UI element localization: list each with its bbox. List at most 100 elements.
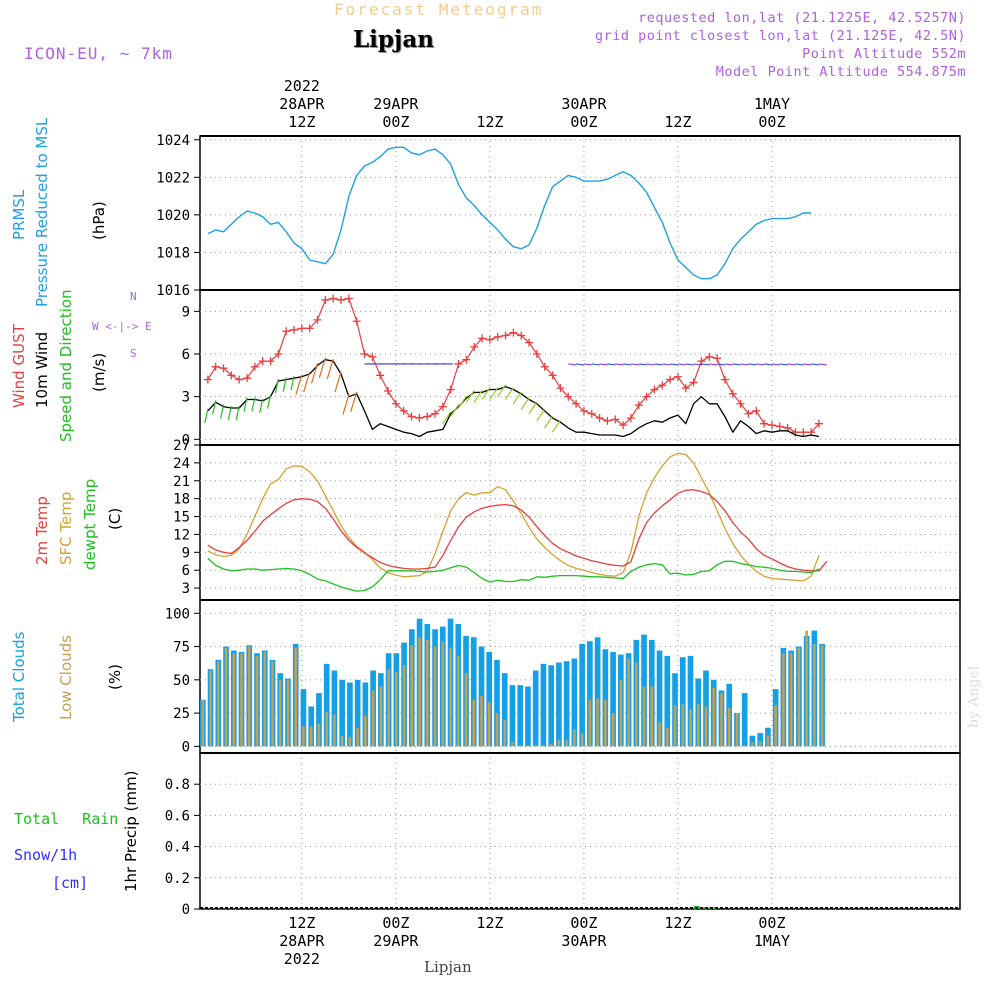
- low-cloud-bar: [534, 745, 537, 747]
- wind-direction-arrow: [219, 404, 225, 419]
- total-cloud-bar: [486, 651, 493, 747]
- low-cloud-bar: [573, 729, 576, 747]
- bottom-time-label: 00Z: [758, 914, 785, 932]
- low-cloud-bar: [379, 686, 383, 747]
- low-cloud-bar: [402, 665, 406, 747]
- wind-direction-arrow: [630, 363, 640, 366]
- low-cloud-bar: [549, 743, 553, 747]
- gust-marker: [548, 371, 557, 380]
- gust-marker: [407, 412, 416, 421]
- low-cloud-bar: [774, 705, 777, 747]
- low-cloud-bar: [217, 661, 220, 747]
- low-cloud-bar: [449, 647, 452, 747]
- wind-direction-arrow: [662, 363, 671, 366]
- low-cloud-bar: [294, 647, 297, 747]
- top-time-label: 12Z: [476, 113, 503, 131]
- wind-direction-arrow: [795, 363, 804, 366]
- location-title: Lipjan: [353, 26, 434, 53]
- bottom-time-label: 2022: [284, 950, 320, 968]
- bottom-time-label: 00Z: [382, 914, 409, 932]
- wind-direction-arrow: [310, 363, 319, 384]
- wind-direction-arrow: [520, 397, 530, 410]
- gust-marker: [705, 352, 714, 361]
- gust-marker: [650, 385, 659, 394]
- gust-marker: [329, 294, 338, 303]
- wind-direction-arrow: [709, 363, 718, 366]
- low-cloud-bar: [224, 647, 228, 747]
- gust-marker: [274, 349, 283, 358]
- gust-marker: [227, 371, 236, 380]
- panel-frame-pressure: [199, 135, 961, 291]
- total-cloud-bar: [563, 661, 570, 747]
- wind-direction-arrow: [646, 363, 655, 366]
- y-tick-label: 24: [173, 456, 190, 472]
- model-label: ICON-EU, ~ 7km: [24, 44, 173, 63]
- low-cloud-bar: [596, 698, 599, 747]
- wind-direction-arrow: [290, 376, 295, 391]
- low-cloud-bar: [309, 726, 313, 747]
- total-cloud-bar: [316, 693, 322, 747]
- wind-direction-arrow: [724, 363, 734, 366]
- wind-direction-arrow: [756, 363, 765, 366]
- gust-marker: [666, 375, 675, 384]
- top-time-label: 00Z: [758, 113, 785, 131]
- model-altitude: Model Point Altitude 554.875m: [715, 64, 966, 80]
- gust-marker: [799, 428, 808, 437]
- total-cloud-bar: [509, 685, 516, 747]
- low-cloud-bar: [503, 719, 506, 747]
- low-cloud-bar: [681, 703, 685, 747]
- wind-direction-arrow: [771, 363, 781, 366]
- low-cloud-bar: [712, 687, 715, 747]
- y-tick-label: 1022: [156, 170, 190, 186]
- low-cloud-bar: [666, 727, 669, 747]
- gust-marker: [415, 413, 424, 422]
- gust-marker: [540, 362, 549, 371]
- total-cloud-bar: [602, 649, 609, 747]
- total-cloud-bar: [517, 685, 524, 747]
- low-cloud-bar: [410, 645, 414, 747]
- wind-direction-arrow: [512, 391, 522, 405]
- wind-direction-arrow: [334, 371, 342, 393]
- gust-marker: [282, 327, 291, 336]
- low-cloud-bar: [441, 641, 445, 747]
- wind-direction-arrow: [576, 363, 585, 366]
- low-cloud-bar: [604, 699, 607, 747]
- wind-direction-arrow: [465, 390, 475, 403]
- y-tick-label: 75: [173, 640, 190, 656]
- total-cloud-bar: [501, 673, 508, 747]
- total-cloud-bar: [757, 733, 763, 747]
- total-cloud-bar: [594, 637, 601, 747]
- gust-marker: [391, 399, 400, 408]
- gust-marker: [250, 362, 259, 371]
- wind-direction-arrow: [504, 387, 514, 400]
- y-tick-label: 27: [173, 438, 190, 454]
- gust-marker: [681, 384, 690, 393]
- low-cloud-bar: [248, 646, 251, 747]
- gust-marker: [564, 392, 573, 401]
- gust-marker: [587, 409, 596, 418]
- panel-frame-wind: [199, 289, 961, 446]
- low-cloud-bar: [418, 637, 421, 747]
- wind-direction-arrow: [544, 415, 554, 429]
- wind-direction-arrow: [450, 404, 460, 417]
- y-tick-label: 0: [182, 902, 190, 918]
- panel-frame-precipitation: [199, 752, 961, 910]
- pressure-line: [207, 146, 812, 280]
- gust-marker: [775, 422, 784, 431]
- snow-unit: [cm]: [52, 874, 89, 892]
- low-cloud-bar: [286, 679, 290, 747]
- low-cloud-bar: [480, 695, 483, 747]
- wind-direction-arrow: [717, 363, 726, 366]
- gust-marker: [266, 357, 275, 366]
- low-cloud-bar: [302, 726, 305, 747]
- wind-direction-arrow: [701, 363, 710, 366]
- snow-label: Snow/1h: [14, 846, 78, 864]
- bottom-time-label: 00Z: [570, 914, 597, 932]
- y-tick-label: 15: [173, 510, 190, 526]
- low-cloud-bar: [813, 643, 816, 747]
- wind-direction-arrow: [615, 363, 624, 366]
- gust-marker: [384, 386, 393, 395]
- top-time-label: 00Z: [382, 113, 409, 131]
- gust-marker: [485, 335, 494, 344]
